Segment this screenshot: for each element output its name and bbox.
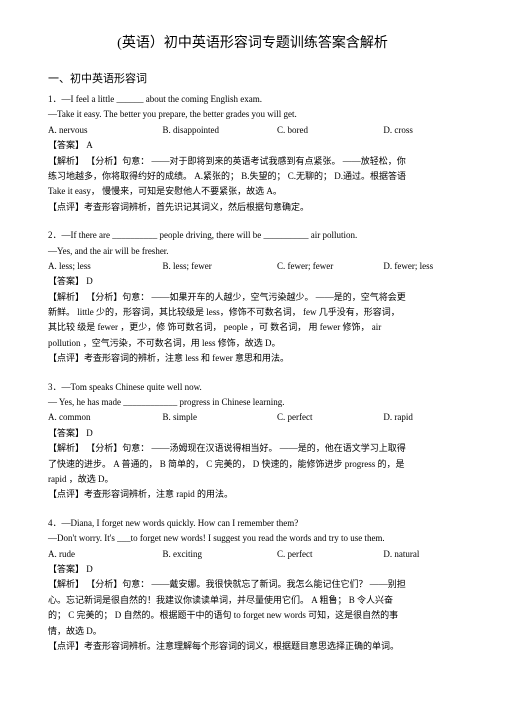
- q2-prompt-2: —Yes, and the air will be fresher.: [48, 244, 457, 258]
- q4-analysis-3: 的； C 完美的； D 自然的。根据题干中的语句 to forget new w…: [48, 608, 457, 622]
- question-4: 4．—Diana, I forget new words quickly. Ho…: [48, 516, 457, 654]
- q3-answer: 【答案】 D: [48, 426, 457, 440]
- q2-prompt-1: 2．—If there are __________ people drivin…: [48, 228, 457, 242]
- q2-options: A. less; less B. less; fewer C. fewer; f…: [48, 259, 457, 273]
- q1-comment: 【点评】考查形容词辨析，首先识记其词义，然后根据句意确定。: [48, 200, 457, 214]
- q1-analysis-1: 【解析】 【分析】句意： ——对于即将到来的英语考试我感到有点紧张。 ——放轻松…: [48, 154, 457, 168]
- q1-prompt-2: —Take it easy. The better you prepare, t…: [48, 107, 457, 121]
- q3-opt-d: D. rapid: [383, 410, 457, 424]
- q1-opt-c: C. bored: [277, 123, 383, 137]
- q2-analysis-1: 【解析】 【分析】句意： ——如果开车的人越少，空气污染越少。 ——是的，空气将…: [48, 290, 457, 304]
- q2-opt-d: D. fewer; less: [383, 259, 457, 273]
- q4-prompt-2: —Don't worry. It's ___to forget new word…: [48, 531, 457, 545]
- q3-opt-a: A. common: [48, 410, 163, 424]
- q2-opt-b: B. less; fewer: [163, 259, 278, 273]
- q1-options: A. nervous B. disappointed C. bored D. c…: [48, 123, 457, 137]
- q3-analysis-1: 【解析】 【分析】句意： ——汤姆现在汉语说得相当好。 ——是的，他在语文学习上…: [48, 441, 457, 455]
- q1-opt-a: A. nervous: [48, 123, 163, 137]
- q2-opt-c: C. fewer; fewer: [277, 259, 383, 273]
- page-title: (英语）初中英语形容词专题训练答案含解析: [48, 32, 457, 52]
- q4-options: A. rude B. exciting C. perfect D. natura…: [48, 547, 457, 561]
- q4-analysis-2: 心。忘记新词是很自然的！我建议你读读单词，并尽量使用它们。 A 粗鲁； B 令人…: [48, 593, 457, 607]
- section-header: 一、初中英语形容词: [48, 70, 457, 86]
- q4-opt-d: D. natural: [383, 547, 457, 561]
- q2-analysis-2: 新鲜。 little 少的，形容词，其比较级是 less，修饰不可数名词， fe…: [48, 305, 457, 319]
- q4-answer: 【答案】 D: [48, 562, 457, 576]
- q3-prompt-2: — Yes, he has made ____________ progress…: [48, 395, 457, 409]
- q2-analysis-3: 其比较 级是 fewer ，更少，修 饰可数名词， people ，可 数名词，…: [48, 320, 457, 334]
- q4-comment: 【点评】考查形容词辨析。注意理解每个形容词的词义，根据题目意思选择正确的单词。: [48, 639, 457, 653]
- q3-prompt-1: 3．—Tom speaks Chinese quite well now.: [48, 380, 457, 394]
- q1-analysis-3: Take it easy， 慢慢来，可知是安慰他人不要紧张，故选 A。: [48, 184, 457, 198]
- q3-analysis-3: rapid ，故选 D。: [48, 472, 457, 486]
- question-3: 3．—Tom speaks Chinese quite well now. — …: [48, 380, 457, 502]
- q3-comment: 【点评】考查形容词辨析，注意 rapid 的用法。: [48, 487, 457, 501]
- q2-opt-a: A. less; less: [48, 259, 163, 273]
- q1-analysis-2: 练习地越多，你将取得约好的成绩。 A.紧张的； B.失望的； C.无聊的； D.…: [48, 169, 457, 183]
- q2-comment: 【点评】考查形容词的辨析，注意 less 和 fewer 意思和用法。: [48, 351, 457, 365]
- q4-analysis-4: 情，故选 D。: [48, 624, 457, 638]
- q4-prompt-1: 4．—Diana, I forget new words quickly. Ho…: [48, 516, 457, 530]
- question-1: 1．—I feel a little ______ about the comi…: [48, 92, 457, 214]
- q1-prompt-1: 1．—I feel a little ______ about the comi…: [48, 92, 457, 106]
- q3-options: A. common B. simple C. perfect D. rapid: [48, 410, 457, 424]
- q2-answer: 【答案】 D: [48, 274, 457, 288]
- q4-opt-c: C. perfect: [277, 547, 383, 561]
- q1-opt-b: B. disappointed: [163, 123, 278, 137]
- question-2: 2．—If there are __________ people drivin…: [48, 228, 457, 366]
- q3-opt-c: C. perfect: [277, 410, 383, 424]
- q4-opt-a: A. rude: [48, 547, 163, 561]
- q4-analysis-1: 【解析】 【分析】句意： ——戴安娜。我很快就忘了新词。我怎么能记住它们？ ——…: [48, 577, 457, 591]
- q1-opt-d: D. cross: [383, 123, 457, 137]
- q1-answer: 【答案】 A: [48, 138, 457, 152]
- q2-analysis-4: pollution ，空气污染，不可数名词，用 less 修饰，故选 D。: [48, 336, 457, 350]
- q3-analysis-2: 了快速的进步。 A 普通的， B 简单的， C 完美的， D 快速的，能修饰进步…: [48, 457, 457, 471]
- q4-opt-b: B. exciting: [163, 547, 278, 561]
- q3-opt-b: B. simple: [163, 410, 278, 424]
